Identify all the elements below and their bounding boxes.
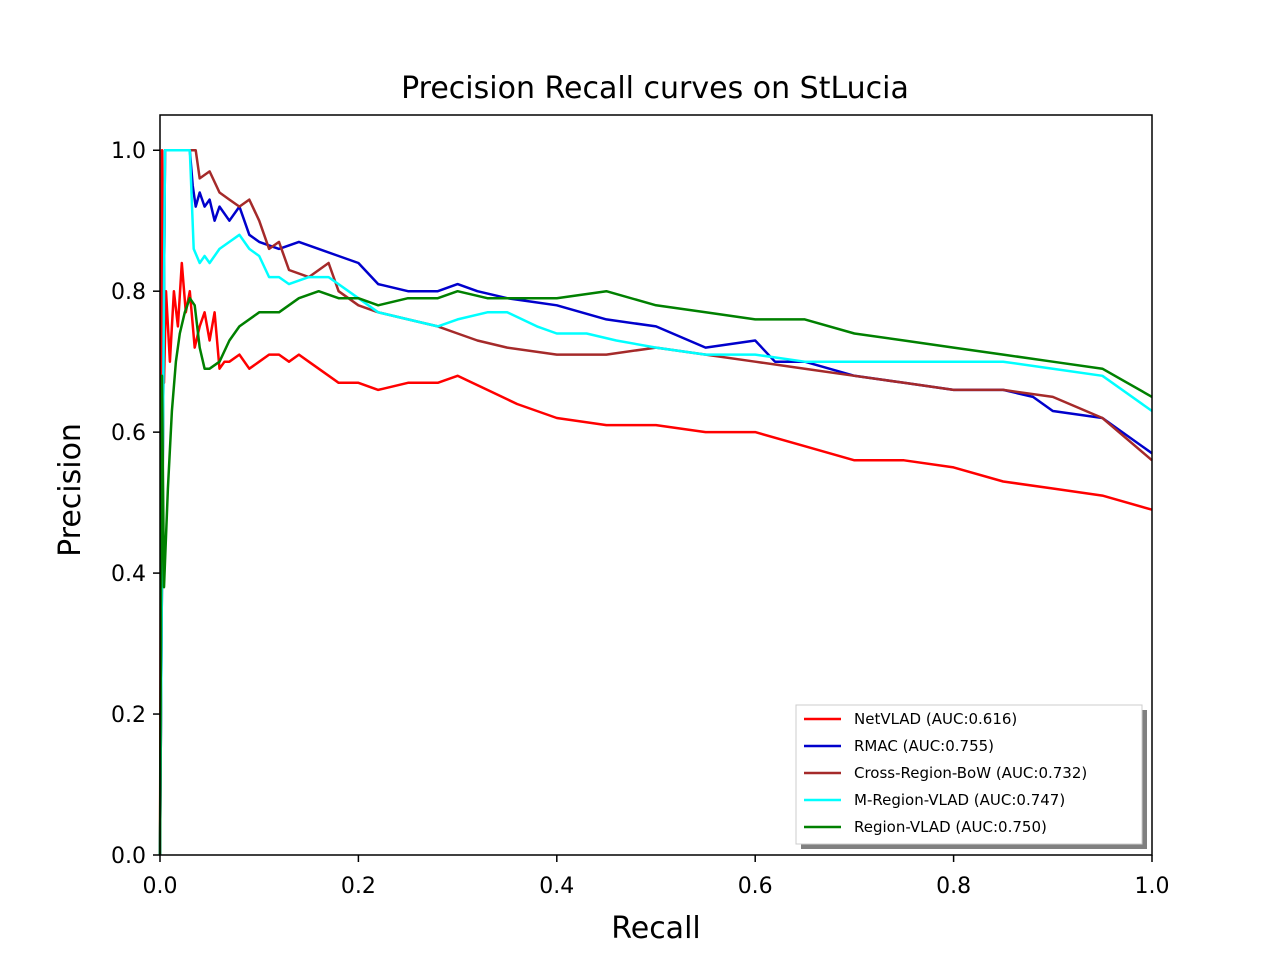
y-tick-label: 1.0 [111,139,146,164]
y-axis-label: Precision [53,423,88,557]
y-tick-label: 0.0 [111,844,146,869]
legend-entry: NetVLAD (AUC:0.616) [854,710,1017,728]
series-line-netvlad [158,148,1153,856]
legend-entry: Cross-Region-BoW (AUC:0.732) [854,764,1087,782]
legend-box [795,704,1143,845]
plot-frame [159,114,1153,856]
series-layer [158,148,1153,856]
y-tick-label: 0.2 [111,703,146,728]
series-line-cross-region-bow [158,148,1153,856]
legend: NetVLAD (AUC:0.616) RMAC (AUC:0.755) Cross… [795,704,1147,849]
x-tick-label: 0.2 [341,874,376,899]
chart-title: Precision Recall curves on StLucia [401,71,909,106]
x-tick-label: 1.0 [1135,874,1170,899]
legend-entry: Region-VLAD (AUC:0.750) [854,818,1047,836]
y-tick-label: 0.8 [111,280,146,305]
legend-entry: RMAC (AUC:0.755) [854,737,994,755]
series-line-m-region-vlad [158,148,1153,856]
y-tick-label: 0.6 [111,421,146,446]
x-tick-label: 0.8 [936,874,971,899]
legend-entry: M-Region-VLAD (AUC:0.747) [854,791,1065,809]
y-axis: 0.0 0.2 0.4 0.6 0.8 1.0 [111,139,160,869]
x-tick-label: 0.6 [738,874,773,899]
x-tick-label: 0.4 [539,874,574,899]
x-axis: 0.0 0.2 0.4 0.6 0.8 1.0 [143,855,1170,899]
y-tick-label: 0.4 [111,562,146,587]
x-axis-label: Recall [611,911,701,946]
series-line-region-vlad [158,289,1153,856]
x-tick-label: 0.0 [143,874,178,899]
